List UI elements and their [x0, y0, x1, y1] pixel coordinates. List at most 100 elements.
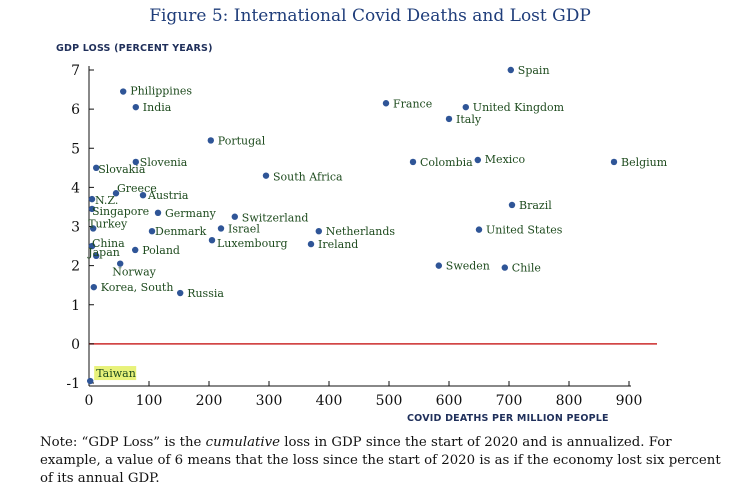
data-point [132, 158, 139, 166]
data-point [501, 264, 508, 271]
taiwan-highlight [94, 366, 137, 381]
data-point [435, 262, 442, 269]
point-label: Spain [518, 64, 550, 77]
point-label: Poland [142, 244, 180, 257]
x-tick-label: 300 [256, 393, 283, 409]
chart-note: Note: “GDP Loss” is the cumulative loss … [40, 434, 730, 488]
point-label: Switzerland [242, 212, 309, 225]
chart-title: Figure 5: International Covid Deaths and… [149, 6, 591, 26]
point-label: Colombia [420, 156, 473, 169]
y-tick-label: 3 [71, 220, 80, 236]
point-label: United Kingdom [473, 101, 565, 114]
data-point [87, 377, 94, 385]
data-point [93, 252, 100, 260]
point-label: Norway [112, 266, 156, 279]
point-label: Mexico [485, 153, 526, 166]
point-label: Greece [117, 182, 157, 195]
point-label: Philippines [130, 85, 192, 98]
point-label: Slovenia [140, 156, 188, 169]
data-point [307, 240, 315, 248]
point-label: Singapore [92, 205, 149, 218]
point-label: Turkey [88, 217, 128, 230]
data-point [382, 100, 390, 107]
data-point [409, 158, 417, 166]
point-label: Russia [187, 287, 224, 300]
data-point [208, 236, 216, 244]
point-label: United States [486, 224, 563, 237]
x-tick-label: 200 [196, 393, 223, 409]
data-point [132, 103, 139, 111]
x-ticks: 0 100 200 300 400 500 600 700 800 900 [85, 381, 643, 409]
y-ticks: -1 0 1 2 3 4 5 6 7 [66, 63, 94, 392]
point-label: N.Z. [95, 194, 118, 207]
data-point [93, 164, 100, 172]
y-tick-label: 1 [71, 298, 80, 314]
y-tick-label: 6 [71, 102, 80, 118]
data-point [475, 226, 483, 233]
point-label: Luxembourg [217, 237, 288, 250]
data-point [90, 283, 98, 291]
point-label: South Africa [273, 171, 343, 184]
x-tick-label: 0 [85, 393, 94, 409]
point-label: India [143, 101, 172, 114]
y-tick-label: 2 [71, 259, 80, 275]
x-tick-label: 100 [136, 393, 163, 409]
data-point [262, 172, 270, 179]
y-tick-label: 4 [71, 180, 80, 196]
point-label: China [92, 237, 125, 250]
note-prefix: Note: “GDP Loss” is the [40, 435, 206, 450]
point-label: Israel [228, 222, 260, 235]
note-emphasis: cumulative [205, 435, 280, 450]
point-label: Portugal [218, 134, 266, 147]
x-tick-label: 500 [376, 393, 403, 409]
data-point [315, 227, 322, 235]
data-point [207, 137, 214, 144]
x-tick-label: 700 [496, 393, 523, 409]
y-axis-label: GDP LOSS (PERCENT YEARS) [56, 43, 213, 54]
point-label: Chile [512, 262, 541, 275]
point-label: Slovakia [98, 163, 146, 176]
x-tick-label: 800 [556, 393, 583, 409]
note-suffix: loss in GDP since the start of 2020 and … [40, 435, 721, 486]
y-tick-label: 7 [71, 63, 80, 79]
data-point [445, 115, 453, 123]
data-point [88, 205, 96, 213]
x-tick-label: 400 [316, 393, 343, 409]
data-point [154, 209, 162, 217]
data-point [117, 260, 124, 267]
point-label: Netherlands [326, 225, 396, 238]
point-label: Italy [456, 113, 482, 126]
data-point [88, 195, 96, 203]
point-label: Belgium [621, 156, 668, 169]
data-point [462, 103, 469, 111]
data-point [507, 66, 514, 74]
point-label: Sweden [446, 260, 490, 273]
point-label: Ireland [318, 238, 358, 251]
data-point [88, 242, 96, 250]
data-point [217, 225, 225, 232]
data-point [231, 213, 238, 220]
y-tick-label: 0 [71, 337, 80, 353]
data-point [508, 201, 516, 209]
point-label: Germany [165, 207, 217, 220]
x-tick-label: 600 [436, 393, 463, 409]
data-point [132, 246, 139, 254]
point-label: Korea, South [101, 281, 174, 294]
data-point [177, 289, 184, 297]
point-label: Taiwan [96, 367, 136, 380]
y-tick-label: -1 [66, 376, 80, 392]
data-point [112, 190, 120, 197]
point-label: Brazil [519, 199, 552, 212]
data-point [610, 158, 618, 166]
point-label: Japan [87, 246, 120, 259]
x-tick-label: 900 [616, 393, 643, 409]
data-point [120, 88, 127, 95]
point-label: Austria [147, 189, 189, 202]
x-axis-label: COVID DEATHS PER MILLION PEOPLE [407, 413, 609, 424]
data-point [90, 225, 97, 232]
data-point [139, 192, 147, 199]
point-label: Denmark [155, 225, 207, 238]
data-point [474, 156, 481, 164]
data-point [148, 227, 156, 235]
